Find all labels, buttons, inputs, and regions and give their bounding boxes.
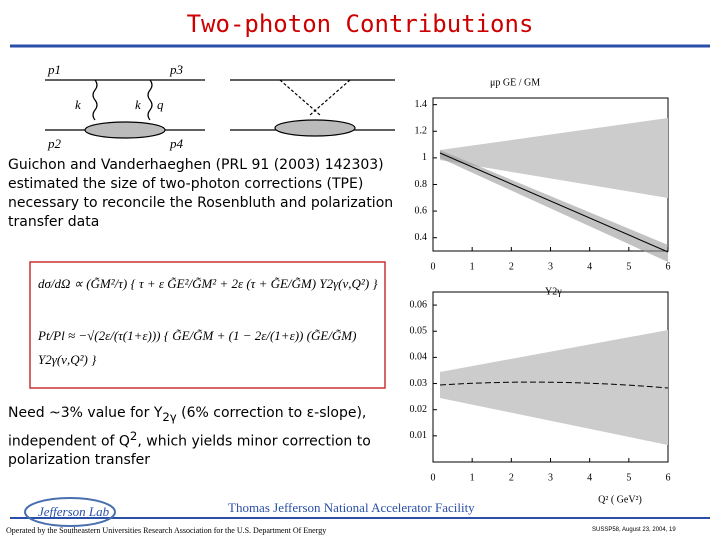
y-tick-label: 1.4 bbox=[415, 99, 428, 110]
y-axis-label: Y2γ bbox=[545, 286, 562, 297]
y-axis-label: μp GE / GM bbox=[490, 77, 540, 88]
y-tick-label: 1 bbox=[422, 152, 427, 163]
y-tick-label: 0.02 bbox=[410, 404, 428, 415]
x-tick-label: 6 bbox=[666, 472, 671, 483]
title: Two-photon Contributions bbox=[186, 10, 534, 38]
footer-lab: Thomas Jefferson National Accelerator Fa… bbox=[228, 500, 475, 515]
label: q bbox=[157, 97, 164, 112]
paragraph: Need ~3% value for Y2γ (6% correction to… bbox=[8, 404, 408, 470]
curve bbox=[439, 381, 669, 389]
y-tick-label: 0.06 bbox=[410, 299, 428, 310]
fit-line bbox=[439, 152, 669, 253]
label: k bbox=[75, 97, 81, 112]
text: (6% correction to ε-slope), independent … bbox=[8, 405, 367, 450]
y-tick-label: 0.6 bbox=[415, 205, 428, 216]
x-tick-label: 0 bbox=[431, 472, 436, 483]
text: 2 bbox=[129, 428, 138, 443]
band bbox=[440, 118, 668, 198]
logo-mark bbox=[24, 497, 116, 527]
text: Need ~3% value for Y bbox=[8, 405, 163, 421]
band bbox=[440, 330, 668, 445]
x-tick-label: 6 bbox=[666, 261, 671, 272]
x-tick-label: 1 bbox=[470, 261, 475, 272]
label: p4 bbox=[170, 136, 183, 151]
text: 2γ bbox=[162, 409, 177, 424]
footer-operated: Operated by the Southeastern Universitie… bbox=[6, 526, 327, 535]
x-tick-label: 2 bbox=[509, 261, 514, 272]
x-tick-label: 4 bbox=[587, 472, 592, 483]
y-tick-label: 0.01 bbox=[410, 430, 428, 441]
equations: dσ/dΩ ∝ (G̃M²/τ) { τ + ε G̃E²/G̃M² + 2ε … bbox=[38, 272, 378, 372]
x-tick-label: 4 bbox=[587, 261, 592, 272]
x-tick-label: 1 bbox=[470, 472, 475, 483]
equation: dσ/dΩ ∝ (G̃M²/τ) { τ + ε G̃E²/G̃M² + 2ε … bbox=[38, 276, 378, 291]
plot-2 bbox=[432, 291, 669, 463]
x-tick-label: 3 bbox=[548, 261, 553, 272]
plot-1 bbox=[432, 97, 669, 262]
paragraph: Guichon and Vanderhaeghen (PRL 91 (2003)… bbox=[8, 157, 394, 230]
x-axis-label: Q² ( GeV²) bbox=[598, 494, 642, 505]
equation: Pt/Pl ≈ −√(2ε/(τ(1+ε))) { G̃E/G̃M + (1 −… bbox=[38, 328, 357, 367]
y-tick-label: 0.03 bbox=[410, 378, 428, 389]
label: p1 bbox=[48, 62, 61, 77]
feynman-diagrams bbox=[45, 79, 395, 139]
y-tick-label: 1.2 bbox=[415, 126, 428, 137]
label: p2 bbox=[48, 136, 61, 151]
logo-text: Jefferson Lab bbox=[38, 504, 110, 519]
label: k bbox=[135, 97, 141, 112]
x-tick-label: 2 bbox=[509, 472, 514, 483]
y-tick-label: 0.04 bbox=[410, 352, 428, 363]
equation-box bbox=[29, 261, 386, 389]
x-tick-label: 5 bbox=[626, 261, 631, 272]
label: p3 bbox=[170, 62, 183, 77]
x-tick-label: 3 bbox=[548, 472, 553, 483]
x-tick-label: 0 bbox=[431, 261, 436, 272]
y-tick-label: 0.05 bbox=[410, 326, 428, 337]
text: , which yields minor correction to polar… bbox=[8, 433, 371, 469]
y-tick-label: 0.4 bbox=[415, 232, 428, 243]
footer-event: SUSSP58, August 23, 2004, 19 bbox=[592, 527, 676, 533]
x-tick-label: 5 bbox=[626, 472, 631, 483]
y-tick-label: 0.8 bbox=[415, 179, 428, 190]
